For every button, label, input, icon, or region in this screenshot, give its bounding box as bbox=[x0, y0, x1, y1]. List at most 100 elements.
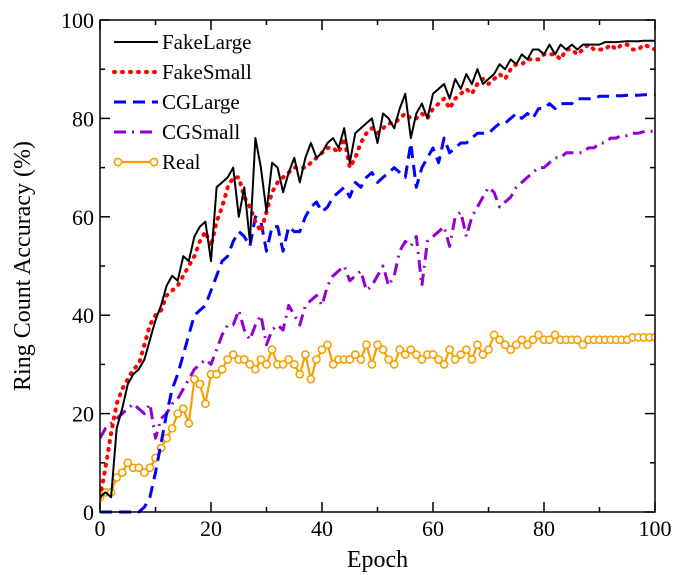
data-point bbox=[139, 468, 149, 478]
data-point bbox=[284, 355, 294, 364]
data-point bbox=[528, 335, 538, 345]
data-point bbox=[300, 350, 310, 359]
data-point bbox=[361, 340, 371, 350]
data-point bbox=[323, 340, 332, 350]
y-tick-label: 40 bbox=[72, 303, 94, 328]
data-point bbox=[417, 355, 427, 364]
data-point bbox=[411, 350, 421, 359]
series-line-fakelarge bbox=[100, 39, 655, 499]
legend-marker bbox=[149, 157, 159, 167]
data-point bbox=[450, 355, 460, 364]
data-point bbox=[145, 463, 155, 473]
legend: FakeLarge FakeSmall CGLarge CGSmall Real bbox=[112, 30, 252, 174]
legend-label: Real bbox=[162, 150, 201, 174]
series-fakesmall bbox=[100, 42, 655, 500]
data-point bbox=[223, 355, 233, 364]
data-point bbox=[250, 364, 260, 374]
data-point bbox=[572, 335, 582, 345]
y-tick-label: 100 bbox=[61, 8, 94, 33]
data-point bbox=[162, 433, 171, 443]
data-point bbox=[312, 355, 321, 364]
data-point bbox=[445, 345, 455, 355]
data-point bbox=[217, 364, 227, 374]
series-cgsmall bbox=[100, 129, 655, 440]
data-point bbox=[389, 359, 399, 369]
data-point bbox=[400, 350, 410, 359]
legend-item: FakeLarge bbox=[114, 30, 251, 54]
x-tick-label: 0 bbox=[95, 516, 106, 541]
data-point bbox=[134, 463, 144, 473]
y-tick-label: 20 bbox=[72, 402, 94, 427]
data-point bbox=[278, 359, 288, 369]
series-layer bbox=[100, 39, 655, 514]
data-point bbox=[262, 359, 271, 369]
legend-label: FakeLarge bbox=[162, 30, 251, 54]
x-tick-label: 100 bbox=[639, 516, 672, 541]
legend-item: Real bbox=[113, 150, 201, 174]
data-point bbox=[550, 330, 560, 340]
data-point bbox=[456, 350, 466, 359]
data-point bbox=[356, 355, 366, 364]
data-point bbox=[495, 335, 504, 345]
data-point bbox=[578, 340, 588, 350]
data-point bbox=[328, 359, 338, 369]
data-point bbox=[350, 350, 360, 359]
data-point bbox=[317, 345, 327, 355]
data-point bbox=[545, 335, 554, 345]
y-tick-label: 60 bbox=[72, 205, 94, 230]
data-point bbox=[195, 379, 205, 389]
data-point bbox=[522, 340, 532, 350]
data-point bbox=[511, 340, 521, 350]
data-point bbox=[173, 409, 183, 418]
data-point bbox=[117, 468, 127, 478]
data-point bbox=[439, 359, 449, 369]
legend-item: CGSmall bbox=[114, 120, 240, 144]
data-point bbox=[395, 345, 405, 355]
x-tick-label: 40 bbox=[311, 516, 333, 541]
data-point bbox=[178, 404, 188, 414]
x-tick-label: 20 bbox=[200, 516, 222, 541]
data-point bbox=[167, 423, 177, 433]
series-real bbox=[100, 330, 655, 502]
legend-label: FakeSmall bbox=[162, 60, 252, 84]
data-point bbox=[489, 330, 499, 340]
data-point bbox=[123, 458, 133, 468]
data-point bbox=[500, 340, 510, 350]
y-tick-label: 80 bbox=[72, 106, 94, 131]
data-point bbox=[212, 369, 221, 379]
x-axis-title: Epoch bbox=[347, 547, 408, 573]
data-point bbox=[267, 345, 277, 355]
series-line-fakesmall bbox=[100, 42, 655, 500]
data-point bbox=[650, 332, 655, 342]
data-point bbox=[484, 345, 493, 355]
data-point bbox=[534, 330, 543, 340]
data-point bbox=[367, 359, 377, 369]
data-point bbox=[434, 355, 443, 364]
data-point bbox=[472, 340, 482, 350]
series-fakelarge bbox=[100, 39, 655, 499]
data-point bbox=[345, 355, 355, 364]
data-point bbox=[378, 345, 388, 355]
x-tick-label: 60 bbox=[422, 516, 444, 541]
data-point bbox=[295, 369, 305, 379]
legend-item: FakeSmall bbox=[112, 60, 252, 84]
series-cglarge bbox=[100, 93, 655, 514]
data-point bbox=[384, 355, 393, 364]
series-line-cgsmall bbox=[100, 129, 655, 440]
y-tick-label: 0 bbox=[83, 500, 94, 525]
data-point bbox=[289, 359, 299, 369]
x-tick-label: 80 bbox=[533, 516, 555, 541]
data-point bbox=[478, 350, 488, 359]
data-point bbox=[189, 374, 199, 384]
data-point bbox=[201, 399, 210, 409]
ticks-layer: 0 20 40 60 80 100 0 20 40 60 80 100 bbox=[61, 8, 672, 541]
data-point bbox=[428, 350, 438, 359]
data-point bbox=[467, 355, 477, 364]
series-line-cglarge bbox=[100, 93, 655, 514]
data-point bbox=[373, 340, 382, 350]
data-point bbox=[506, 345, 516, 355]
data-point bbox=[461, 345, 471, 355]
data-point bbox=[517, 335, 527, 345]
data-point bbox=[245, 359, 255, 369]
